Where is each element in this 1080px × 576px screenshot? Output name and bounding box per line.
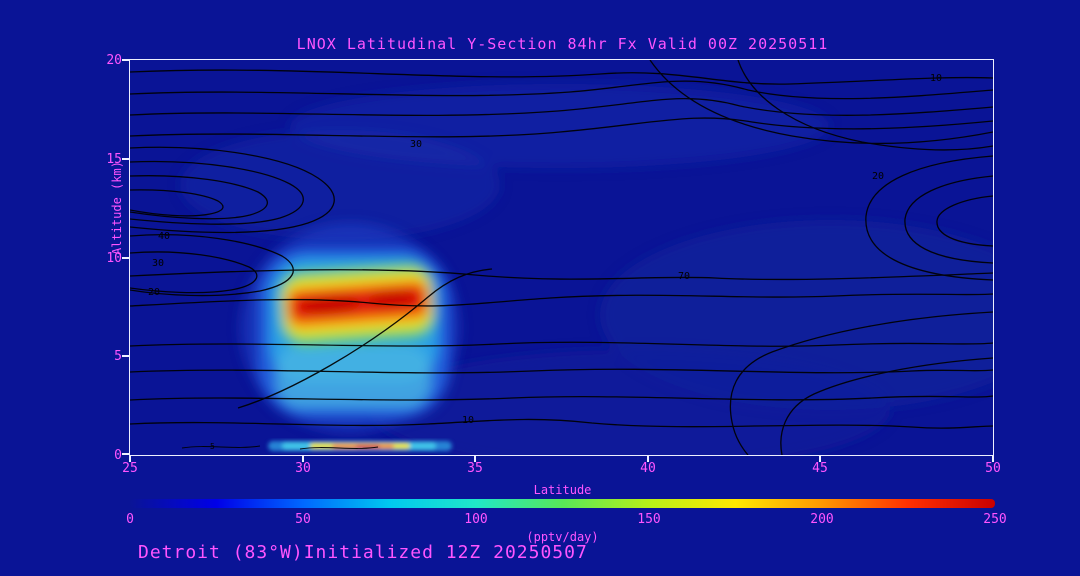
plume-core <box>279 263 435 347</box>
y-tickmark <box>122 158 129 160</box>
contour-label: 20 <box>872 171 885 182</box>
contour-label: 10 <box>930 73 943 84</box>
x-tick-30: 30 <box>295 461 311 476</box>
x-axis-label: Latitude <box>533 483 592 497</box>
y-tick-10: 10 <box>106 251 122 266</box>
y-tick-20: 20 <box>106 53 122 68</box>
y-tickmark <box>122 453 129 455</box>
contour-label: 20 <box>148 287 161 298</box>
surface-streak <box>268 441 452 451</box>
contour-plot-canvas <box>130 60 993 455</box>
contour-label: 40 <box>158 231 171 242</box>
y-tickmark <box>122 257 129 259</box>
colorbar-tick-100: 100 <box>464 512 488 527</box>
heat-plume <box>240 223 460 433</box>
y-tick-5: 5 <box>114 349 122 364</box>
x-tick-25: 25 <box>122 461 138 476</box>
colorbar-tick-250: 250 <box>983 512 1007 527</box>
y-tickmark <box>122 355 129 357</box>
x-tick-40: 40 <box>640 461 656 476</box>
x-tickmark <box>647 456 649 462</box>
x-tickmark <box>129 456 131 462</box>
plot-area: 10 20 30 40 30 20 70 10 5 <box>129 59 994 456</box>
contour-label: 10 <box>462 415 475 426</box>
station-init-label: Detroit (83°W)Initialized 12Z 20250507 <box>138 542 588 563</box>
y-tick-0: 0 <box>114 448 122 463</box>
colorbar <box>130 499 995 508</box>
contour-label: 70 <box>678 271 691 282</box>
x-tickmark <box>474 456 476 462</box>
x-tick-35: 35 <box>467 461 483 476</box>
x-tickmark <box>819 456 821 462</box>
plot-title: LNOX Latitudinal Y-Section 84hr Fx Valid… <box>296 35 829 53</box>
x-tick-50: 50 <box>985 461 1001 476</box>
contour-label: 30 <box>410 139 423 150</box>
x-tickmark <box>992 456 994 462</box>
colorbar-tick-50: 50 <box>295 512 311 527</box>
contour-lines <box>130 60 993 455</box>
x-tickmark <box>302 456 304 462</box>
x-tick-45: 45 <box>812 461 828 476</box>
y-tickmark <box>122 59 129 61</box>
contour-label: 5 <box>210 442 215 451</box>
colorbar-tick-0: 0 <box>126 512 134 527</box>
colorbar-tick-150: 150 <box>637 512 661 527</box>
y-tick-15: 15 <box>106 152 122 167</box>
colorbar-tick-200: 200 <box>810 512 834 527</box>
contour-label: 30 <box>152 258 165 269</box>
colorbar-units-label: (pptv/day) <box>526 530 599 544</box>
